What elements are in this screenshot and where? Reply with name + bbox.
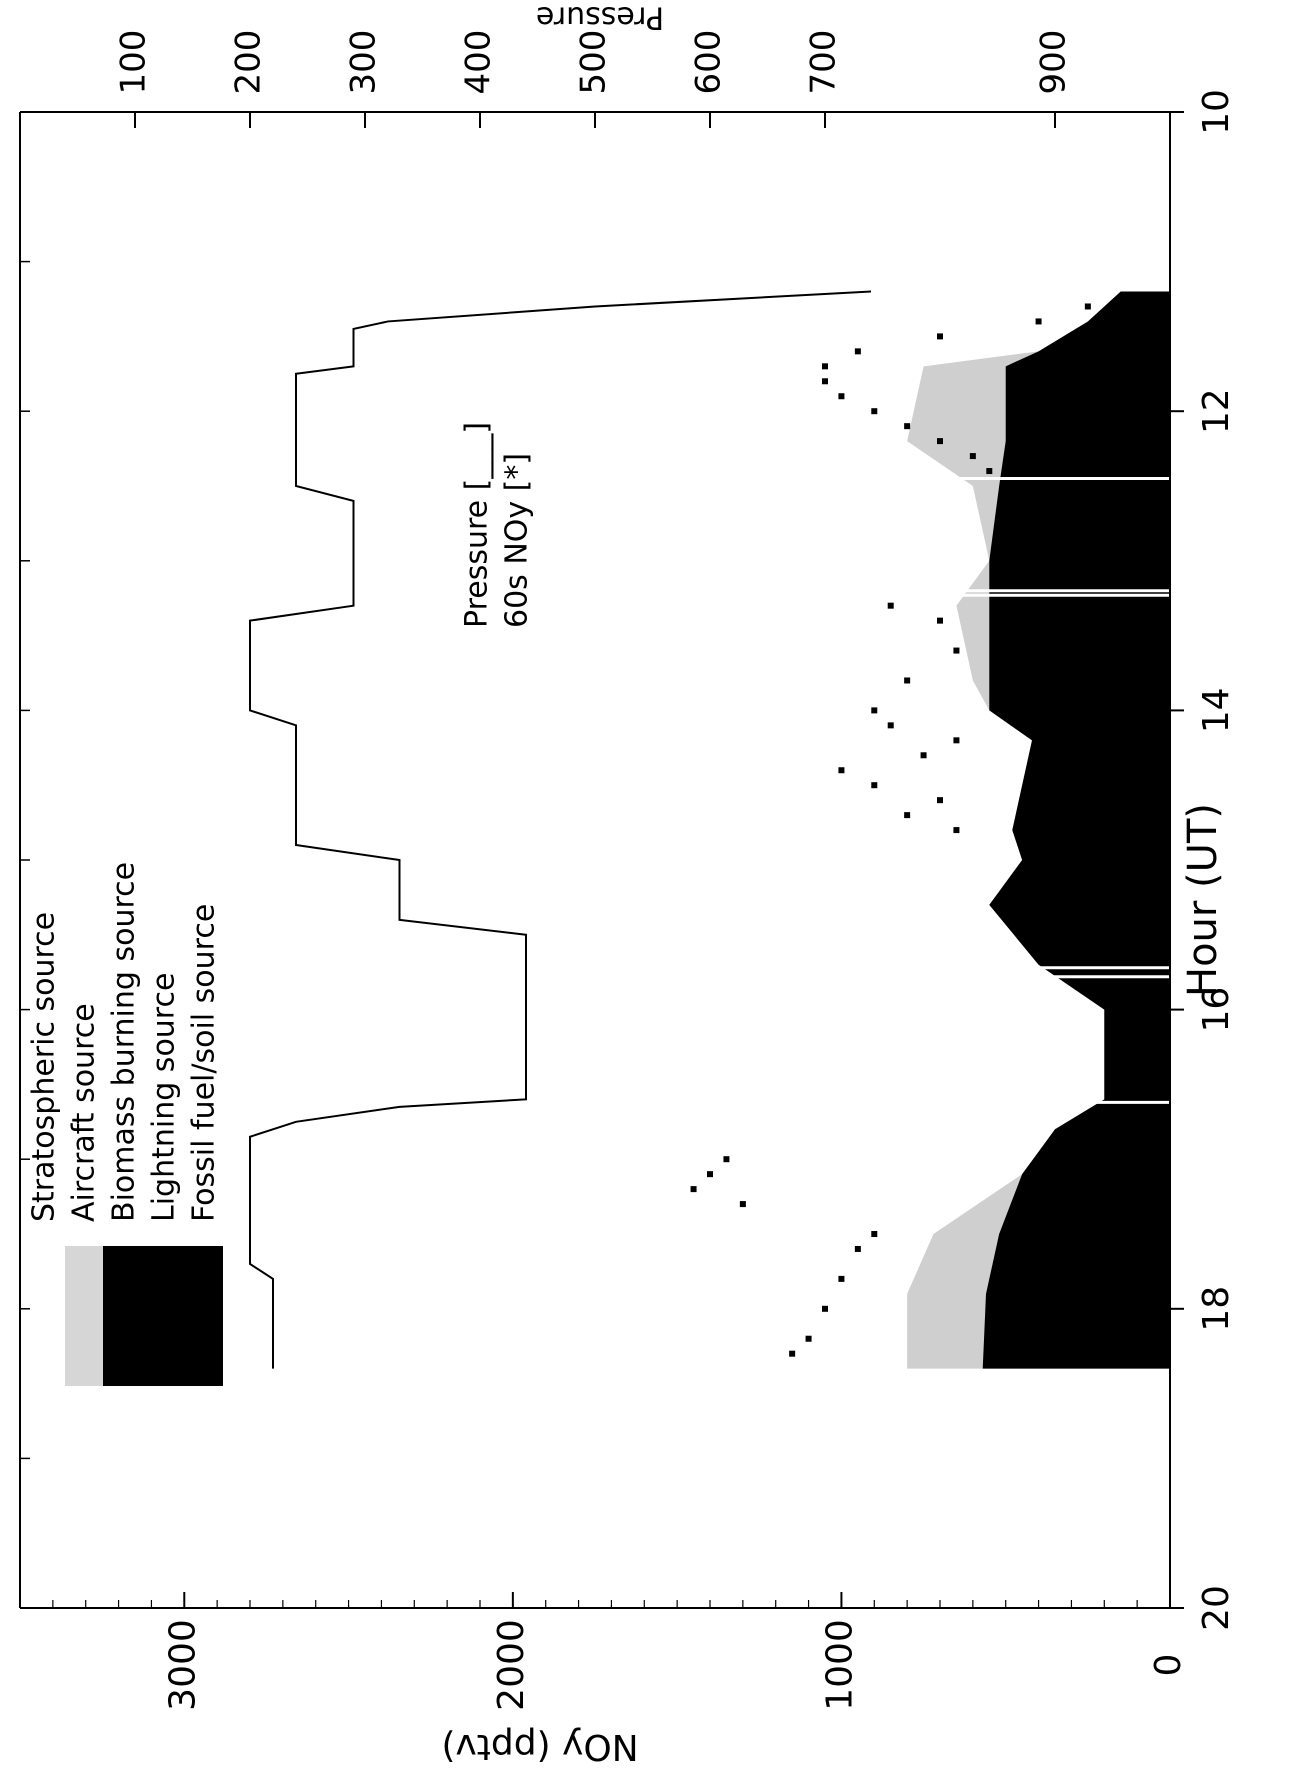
y2-tick-label: 600: [689, 30, 729, 95]
y-tick-label: 2000: [491, 1619, 532, 1711]
y-tick-label: 3000: [162, 1619, 203, 1711]
noy-point: [871, 1231, 878, 1237]
aircraft-swatch: [65, 1246, 103, 1386]
noy-point: [871, 707, 878, 714]
noy-point: [871, 408, 878, 415]
noy-point: [822, 378, 828, 385]
noy-point: [953, 647, 960, 654]
noy-point: [904, 812, 911, 819]
noy-point: [937, 438, 943, 445]
noy-point: [953, 827, 960, 834]
noy-point: [904, 677, 911, 684]
y2-tick-label: 200: [229, 30, 269, 95]
y2-tick-label: 700: [804, 30, 844, 95]
y-tick-label: 1000: [819, 1619, 860, 1711]
y2-tick-label: 500: [574, 30, 614, 95]
noy-point: [1084, 303, 1091, 310]
y2-tick-label: 300: [344, 30, 384, 95]
noy-point: [838, 1275, 845, 1282]
noy-point: [838, 393, 845, 400]
pressure-line: [249, 290, 872, 1369]
x-tick-label: 14: [1196, 687, 1237, 733]
noy-point: [822, 1305, 828, 1312]
noy-point: [986, 468, 993, 475]
noy-point: [937, 333, 943, 340]
fossil-swatch: [183, 1246, 223, 1386]
y2-tick-label: 400: [459, 30, 499, 95]
x-tick-label: 12: [1196, 388, 1237, 434]
noy-point: [920, 752, 927, 759]
noy-point: [904, 423, 911, 430]
noy-point: [937, 617, 943, 624]
legend-line-label: Pressure [___]: [460, 422, 495, 628]
lightning-swatch: [143, 1246, 183, 1386]
legend-area-label: Aircraft source: [67, 1003, 102, 1222]
noy-point: [838, 767, 845, 774]
noy-point: [969, 453, 976, 460]
x-tick-label: 20: [1196, 1585, 1237, 1631]
dark-source-area: [982, 291, 1170, 1369]
noy-point: [1035, 318, 1042, 325]
noy-point: [871, 782, 878, 789]
noy-point: [887, 722, 894, 729]
legend-line-label: 60s NOy [*]: [500, 453, 535, 628]
y2-axis-title: Pressure: [536, 0, 664, 35]
y-tick-label: 0: [1148, 1654, 1189, 1677]
legend-area-label: Lightning source: [147, 973, 182, 1222]
plot-area: 10 12 14 16 18 20 Hour (UT) 0 1000 2000 3000 NOy (p…: [19, 0, 1237, 1767]
noy-point: [723, 1156, 730, 1163]
y2-tick-label: 100: [114, 30, 154, 95]
noy-point: [937, 797, 943, 804]
noy-point: [690, 1186, 697, 1193]
noy-point: [953, 737, 960, 744]
noy-point: [739, 1201, 746, 1208]
legend-area-label: Biomass burning source: [107, 862, 142, 1222]
x-tick-label: 18: [1196, 1286, 1237, 1332]
legend-area-label: Fossil fuel/soil source: [187, 904, 222, 1222]
noy-point: [789, 1350, 796, 1357]
noy-point: [1019, 483, 1026, 489]
y-axis-title: NOy (pptv): [441, 1726, 638, 1767]
legend-area-label: Stratospheric source: [27, 912, 62, 1222]
noy-point: [805, 1335, 812, 1342]
noy-point: [887, 602, 894, 609]
noy-point: [854, 1245, 861, 1252]
x-tick-label: 16: [1196, 987, 1237, 1033]
x-axis-title: Hour (UT): [1180, 803, 1226, 997]
x-tick-label: 10: [1196, 89, 1237, 135]
noy-point: [707, 1171, 713, 1178]
y2-tick-label: 900: [1034, 30, 1074, 95]
noy-point: [854, 348, 861, 355]
biomass-swatch: [103, 1246, 143, 1386]
noy-point: [822, 363, 828, 370]
